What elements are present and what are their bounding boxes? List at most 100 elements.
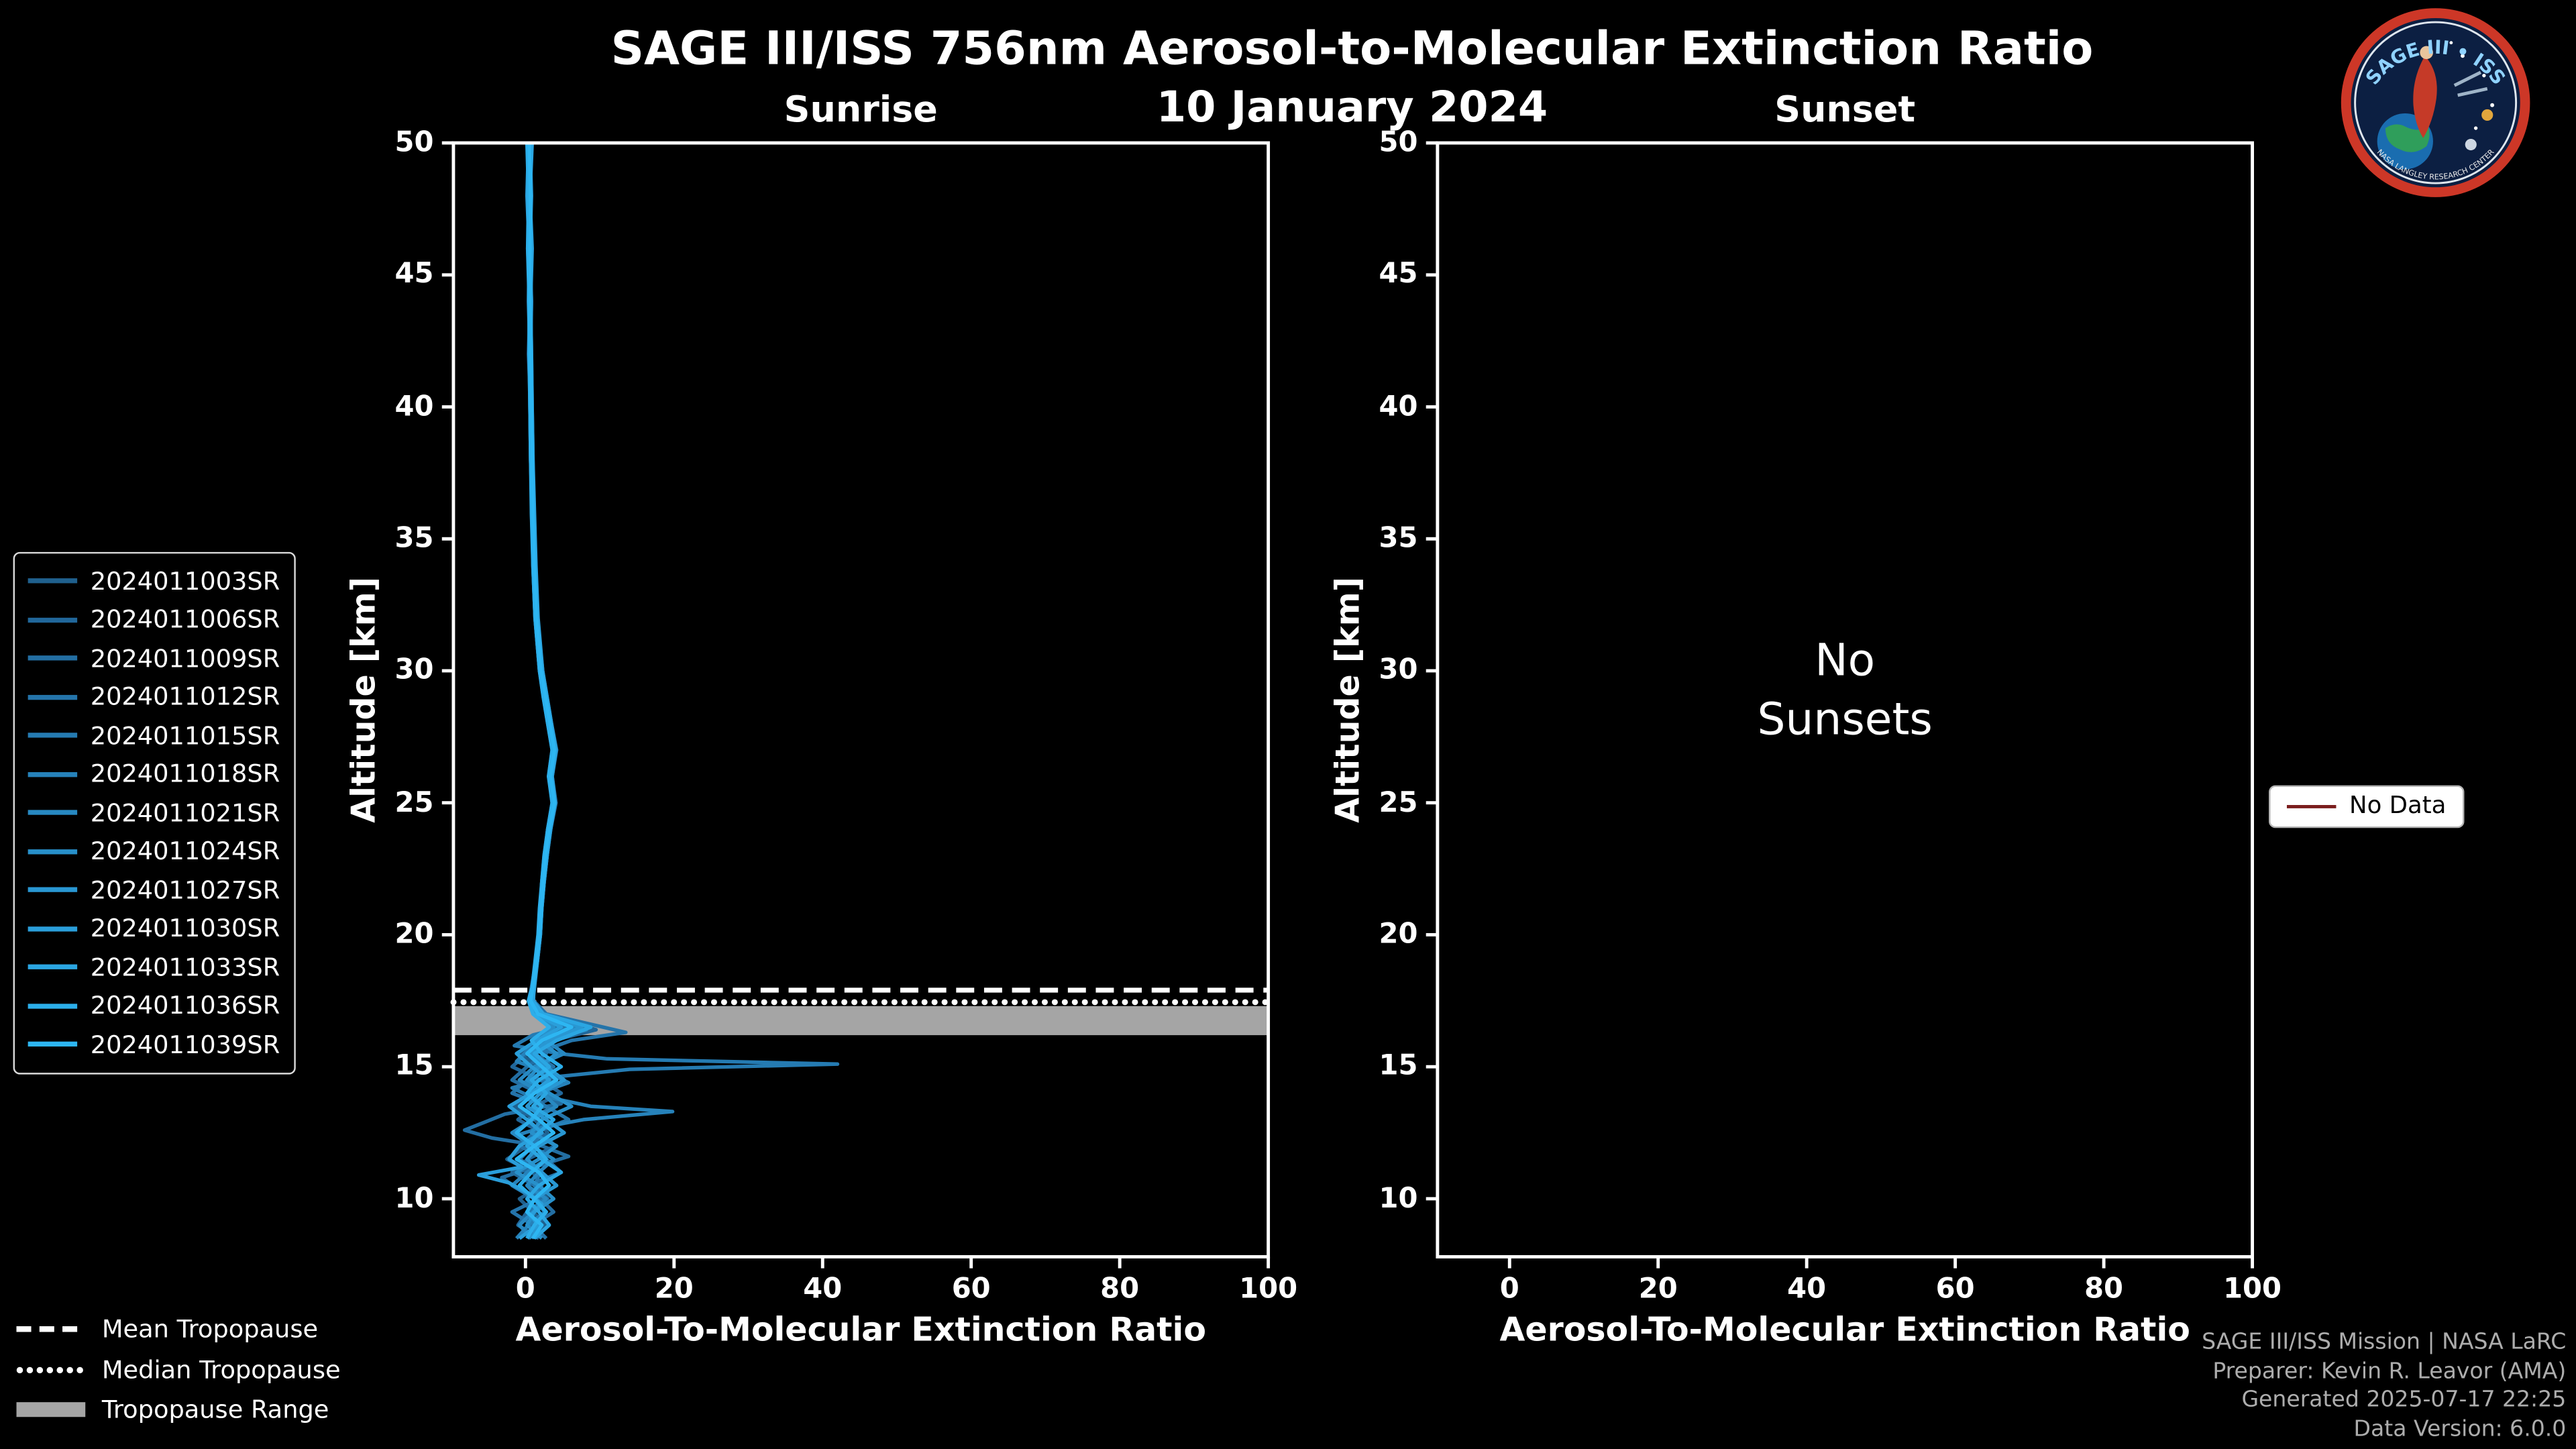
figure-title: SAGE III/ISS 756nm Aerosol-to-Molecular …	[610, 21, 2094, 76]
y-tick-label: 45	[1379, 258, 1418, 292]
event-legend-swatch	[28, 655, 78, 661]
event-legend-swatch	[28, 694, 78, 700]
event-legend-label: 2024011024SR	[90, 837, 280, 867]
x-tick-label: 60	[1935, 1273, 1975, 1306]
y-tick-label: 35	[394, 522, 434, 555]
profile-line-2024011039SR	[515, 142, 574, 1240]
median-tropopause-swatch	[16, 1366, 86, 1373]
y-axis-label-sunrise: Altitude [km]	[343, 576, 383, 823]
credits-block: SAGE III/ISS Mission | NASA LaRC Prepare…	[2202, 1329, 2566, 1444]
event-legend-label: 2024011018SR	[90, 759, 280, 790]
event-legend-label: 2024011012SR	[90, 682, 280, 712]
y-tick-label: 15	[394, 1050, 434, 1083]
y-tick-label: 20	[1379, 918, 1418, 951]
event-legend-label: 2024011003SR	[90, 566, 280, 596]
logo-star	[2449, 41, 2453, 45]
y-tick-label: 30	[394, 654, 434, 688]
event-legend-label: 2024011009SR	[90, 643, 280, 674]
median-tropopause-label: Median Tropopause	[101, 1354, 341, 1385]
tropopause-range-label: Tropopause Range	[101, 1395, 329, 1425]
event-legend-label: 2024011039SR	[90, 1029, 280, 1059]
no-sunsets-line2: Sunsets	[1757, 694, 1933, 746]
y-tick-label: 45	[394, 258, 434, 292]
event-legend-item: 2024011009SR	[28, 639, 281, 678]
sage-iii-iss-logo: SAGE III • ISS NASA LANGLEY RESEARCH CEN…	[2341, 8, 2530, 197]
event-legend-swatch	[28, 810, 78, 816]
logo-earth-land	[2385, 124, 2430, 152]
figure-date: 10 January 2024	[1156, 83, 1548, 133]
no-sunsets-line1: No	[1815, 635, 1876, 687]
event-legend-swatch	[28, 1042, 78, 1047]
panel-background	[1437, 143, 2253, 1257]
event-legend-item: 2024011015SR	[28, 716, 281, 755]
x-tick-label: 60	[951, 1273, 991, 1306]
event-legend-label: 2024011021SR	[90, 798, 280, 828]
tropopause-range-swatch	[16, 1402, 86, 1417]
panel-frame	[451, 141, 1271, 1258]
panel-frame	[1436, 141, 2255, 1258]
event-legend-item: 2024011018SR	[28, 755, 281, 794]
no-sunsets-annotation: No Sunsets	[1758, 633, 1933, 751]
x-tick-label: 20	[654, 1273, 694, 1306]
panel-title-sunrise: Sunrise	[784, 90, 938, 131]
event-legend-item: 2024011006SR	[28, 600, 281, 639]
tropopause-legend-item-mean: Mean Tropopause	[16, 1309, 340, 1350]
event-legend-swatch	[28, 771, 78, 777]
y-tick-label: 50	[394, 126, 434, 160]
event-legend-item: 2024011036SR	[28, 987, 281, 1026]
y-tick-label: 40	[1379, 390, 1418, 423]
y-tick-label: 25	[394, 786, 434, 820]
mean-tropopause-swatch	[16, 1326, 86, 1333]
y-tick-label: 10	[394, 1182, 434, 1216]
event-legend-item: 2024011039SR	[28, 1025, 281, 1064]
event-legend-label: 2024011006SR	[90, 604, 280, 635]
credit-generated: Generated 2025-07-17 22:25	[2241, 1386, 2567, 1413]
tropopause-legend-item-median: Median Tropopause	[16, 1350, 341, 1390]
x-tick-label: 80	[2084, 1273, 2124, 1306]
credit-mission: SAGE III/ISS Mission | NASA LaRC	[2202, 1329, 2567, 1356]
logo-star	[2473, 126, 2478, 130]
y-tick-label: 50	[1379, 126, 1418, 160]
x-tick-label: 20	[1638, 1273, 1678, 1306]
event-legend-swatch	[28, 849, 78, 854]
x-tick-label: 40	[803, 1273, 843, 1306]
no-data-label: No Data	[2349, 793, 2447, 820]
y-tick-label: 10	[1379, 1182, 1418, 1216]
event-legend-swatch	[28, 1003, 78, 1009]
y-axis-label-sunset: Altitude [km]	[1327, 576, 1367, 823]
event-legend-label: 2024011036SR	[90, 991, 280, 1021]
event-legend-item: 2024011012SR	[28, 678, 281, 716]
tropopause-legend-item-range: Tropopause Range	[16, 1390, 340, 1430]
logo-moon	[2465, 138, 2477, 151]
y-tick-label: 40	[394, 390, 434, 423]
event-legend-item: 2024011033SR	[28, 948, 281, 987]
x-tick-label: 0	[1499, 1273, 1519, 1306]
no-data-legend: No Data	[2269, 785, 2465, 828]
x-tick-label: 80	[1100, 1273, 1140, 1306]
x-tick-label: 40	[1787, 1273, 1827, 1306]
credit-preparer: Preparer: Kevin R. Leavor (AMA)	[2212, 1358, 2567, 1385]
event-legend: 2024011003SR 2024011006SR 2024011009SR 2024…	[13, 551, 296, 1074]
event-legend-item: 2024011030SR	[28, 910, 281, 949]
x-tick-label: 100	[1239, 1273, 1298, 1306]
tropopause-legend: Mean Tropopause Median Tropopause Tropop…	[16, 1309, 341, 1430]
event-legend-item: 2024011024SR	[28, 832, 281, 871]
y-tick-label: 20	[394, 918, 434, 951]
event-legend-label: 2024011030SR	[90, 914, 280, 944]
logo-star	[2490, 103, 2495, 107]
event-legend-label: 2024011033SR	[90, 952, 280, 982]
credit-data-version: Data Version: 6.0.0	[2353, 1415, 2567, 1442]
logo-satellite-icon	[2453, 70, 2488, 97]
event-legend-swatch	[28, 965, 78, 970]
event-legend-swatch	[28, 733, 78, 739]
logo-planet	[2481, 109, 2493, 121]
event-legend-swatch	[28, 578, 78, 584]
y-tick-label: 25	[1379, 786, 1418, 820]
event-legend-swatch	[28, 926, 78, 931]
event-legend-item: 2024011027SR	[28, 871, 281, 910]
x-axis-label-sunrise: Aerosol-To-Molecular Extinction Ratio	[515, 1309, 1206, 1349]
panel-background	[453, 143, 1269, 1257]
x-tick-label: 100	[2223, 1273, 2282, 1306]
